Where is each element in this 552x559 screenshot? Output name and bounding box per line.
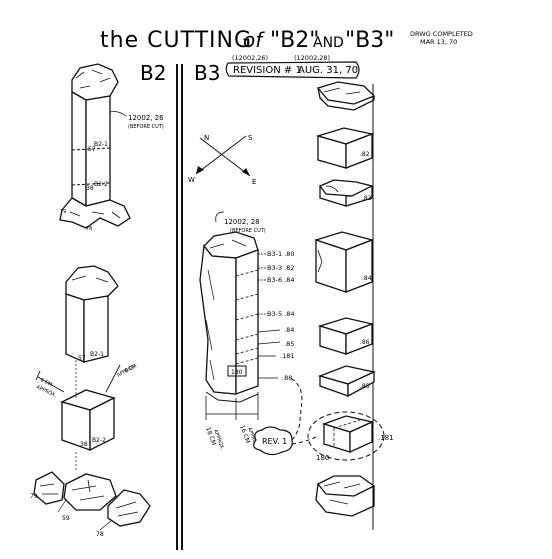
b2-label-57: 57 [78, 355, 86, 362]
b3-label-180: 180 [231, 369, 243, 376]
revision-cloud [225, 61, 360, 79]
pieces-column: .82 .83 .84 .86 .85 [307, 81, 394, 517]
piece-2: .82 [315, 127, 375, 169]
revision-label: REVISION # 1 [233, 65, 302, 76]
b2-piece-1: 57 B2-1 [65, 265, 119, 364]
b3-callout-4: B3-5 .84 [267, 310, 294, 318]
b2-column-before-cut: 57 B2-1 38 B2-2 79 78 12002, 26 (BEFORE … [59, 63, 164, 232]
b2-label-59: 59 [62, 515, 70, 522]
b2-label-78: 78 [96, 531, 104, 538]
title-b2: "B2" [270, 28, 319, 53]
piece-7-sublabel: 180 [316, 454, 329, 462]
piece-1 [316, 81, 376, 111]
b3-rev-cloud: REV. 1 [253, 377, 319, 456]
b3-callout-2: B3-3 .82 [267, 264, 294, 272]
b2-label-79: 79 [30, 493, 38, 500]
title-block: the CUTTING of "B2" AND "B3" DRWG COMPLE… [100, 28, 473, 53]
b2-label-b2-2-top: B2-2 [94, 181, 108, 188]
piece-3: .83 [318, 179, 374, 207]
compass-s: S [248, 134, 253, 142]
revision-date: AUG. 31, 70 [298, 65, 358, 76]
title-of: of [243, 28, 265, 52]
b3-before-cut: (BEFORE CUT) [230, 228, 266, 234]
b3-column: 180 [199, 231, 259, 403]
title-prefix: the CUTTING [100, 28, 252, 53]
title-b3: "B3" [345, 28, 394, 53]
b2-label-38: 38 [80, 441, 88, 448]
b3-callout-1: B3-1 .80 [267, 250, 294, 258]
b2-heading: B2 [140, 61, 166, 85]
b2-label-38-top: 38 [86, 185, 94, 192]
b2-before-cut: (BEFORE CUT) [128, 124, 164, 130]
b2-label-78-top: 78 [86, 226, 92, 232]
revision-block: (12002,26) (12002,28) REVISION # 1 AUG. … [225, 54, 360, 79]
b2-label-57-top: 57 [88, 146, 96, 153]
b3-callout-5: .84 [284, 326, 294, 334]
piece-4: .84 [313, 231, 375, 293]
piece-5: .86 [317, 317, 375, 355]
piece-7: .181 180 [307, 411, 394, 462]
piece-6: .85 [317, 365, 377, 398]
b2-cm-left: 6 CM [39, 377, 53, 388]
piece-8 [315, 475, 376, 517]
b3-callouts: B3-1 .80 B3-3 .82 B3-6 .84 B3-5 .84 .84 … [257, 250, 294, 382]
b3-heading: B3 [194, 61, 220, 85]
piece-4-label: .84 [362, 275, 372, 282]
b2-label-b2-1-top: B2-1 [94, 141, 108, 148]
b2-fragments: 79 59 78 [30, 471, 151, 538]
title-and: AND [313, 35, 344, 51]
completed-line2: MAR 13, 70 [420, 38, 457, 46]
b2-cm-right: 6 CM [124, 363, 138, 374]
b2-panel: B2 57 B2-1 38 B2-2 79 78 12002, 26 (BEFO… [30, 61, 166, 538]
b2-label-b2-1: B2-1 [90, 351, 104, 358]
b3-panel: B3 12002, 28 (BEFORE CUT) 180 B3-1 .80 [194, 61, 319, 456]
b3-callout-7: .181 [280, 352, 294, 360]
compass-e: E [252, 178, 256, 186]
piece-6-label: .85 [360, 383, 370, 390]
piece-3-label: .83 [362, 195, 372, 202]
compass-w: W [188, 176, 195, 184]
revision-ref-right: (12002,28) [294, 54, 330, 62]
revision-ref-left: (12002,26) [232, 54, 268, 62]
b3-callout-8: .88 [282, 374, 292, 382]
b3-ref: 12002, 28 [224, 218, 260, 226]
b2-ref: 12002, 26 [128, 114, 164, 122]
b3-callout-3: B3-6 .84 [267, 276, 294, 284]
completed-line1: DRWG COMPLETED [410, 30, 473, 38]
compass-rose: N S E W [188, 134, 256, 186]
b2-label-b2-2: B2-2 [92, 437, 106, 444]
compass-n: N [204, 134, 209, 142]
b2-label-79-top: 79 [60, 209, 66, 215]
piece-5-label: .86 [360, 339, 370, 346]
b2-piece-2: 38 B2-2 [60, 360, 116, 472]
piece-2-label: .82 [360, 151, 370, 158]
b3-callout-6: .85 [284, 340, 294, 348]
b3-rev-label: REV. 1 [262, 437, 287, 446]
piece-7-label: .181 [378, 434, 394, 442]
